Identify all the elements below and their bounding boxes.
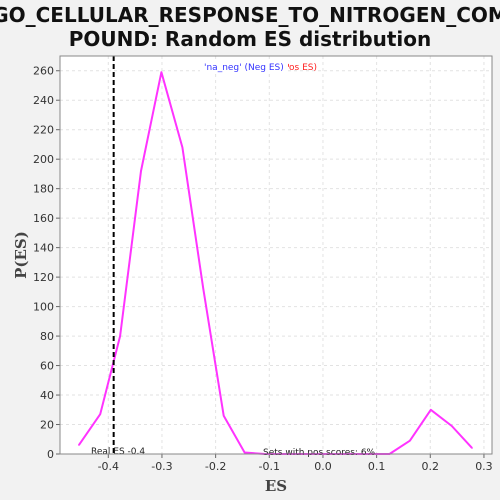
y-tick-label: 40	[40, 389, 54, 402]
y-tick-label: 120	[33, 271, 54, 284]
x-tick-label: 0.3	[475, 460, 493, 473]
data-point	[430, 409, 432, 411]
y-tick-label: 0	[47, 448, 54, 461]
y-tick-label: 240	[33, 94, 54, 107]
x-tick-label: -0.4	[98, 460, 119, 473]
data-point	[202, 288, 204, 290]
data-point	[78, 444, 80, 446]
y-tick-label: 60	[40, 360, 54, 373]
data-point	[244, 451, 246, 454]
chart-title-line2: POUND: Random ES distribution	[69, 27, 432, 51]
y-tick-label: 200	[33, 153, 54, 166]
plot-frame	[59, 55, 493, 455]
axis-ticks: 0 20 40 60 80 100 120 140 160 180 200 220 240 260 -0.4…	[33, 65, 493, 473]
data-point	[181, 146, 183, 148]
y-tick-label: 20	[40, 419, 54, 432]
x-tick-label: 0.0	[314, 460, 332, 473]
chart-title-line1: GO_CELLULAR_RESPONSE_TO_NITROGEN_COM	[0, 3, 500, 27]
x-tick-label: -0.1	[259, 460, 280, 473]
data-point	[119, 335, 121, 337]
x-tick-label: -0.2	[205, 460, 226, 473]
data-point	[160, 71, 163, 73]
y-tick-label: 80	[40, 330, 54, 343]
real-es-label: Real ES -0.4	[91, 447, 145, 457]
plot-area	[60, 56, 492, 454]
y-axis-label: P(ES)	[12, 231, 30, 279]
y-tick-label: 100	[33, 301, 54, 314]
pos-scores-annotation: Sets with pos scores: 6%	[263, 448, 376, 458]
x-axis-label: ES	[265, 477, 287, 495]
data-point	[99, 413, 101, 415]
data-point	[140, 170, 142, 172]
y-tick-label: 220	[33, 124, 54, 137]
legend-neg-label: 'na_neg' (Neg ES)	[204, 63, 284, 73]
data-point	[471, 447, 473, 449]
x-tick-label: -0.3	[151, 460, 172, 473]
legend: 'na_pos' (Pos ES) 'na_neg' (Neg ES)	[200, 61, 317, 73]
legend-pos-mask	[200, 61, 288, 73]
data-point	[451, 425, 453, 427]
y-tick-label: 260	[33, 65, 54, 78]
data-point	[223, 415, 225, 417]
data-point	[409, 440, 411, 442]
x-tick-label: 0.2	[422, 460, 440, 473]
y-tick-label: 140	[33, 242, 54, 255]
y-tick-label: 160	[33, 212, 54, 225]
y-tick-label: 180	[33, 183, 54, 196]
x-tick-label: 0.1	[368, 460, 386, 473]
